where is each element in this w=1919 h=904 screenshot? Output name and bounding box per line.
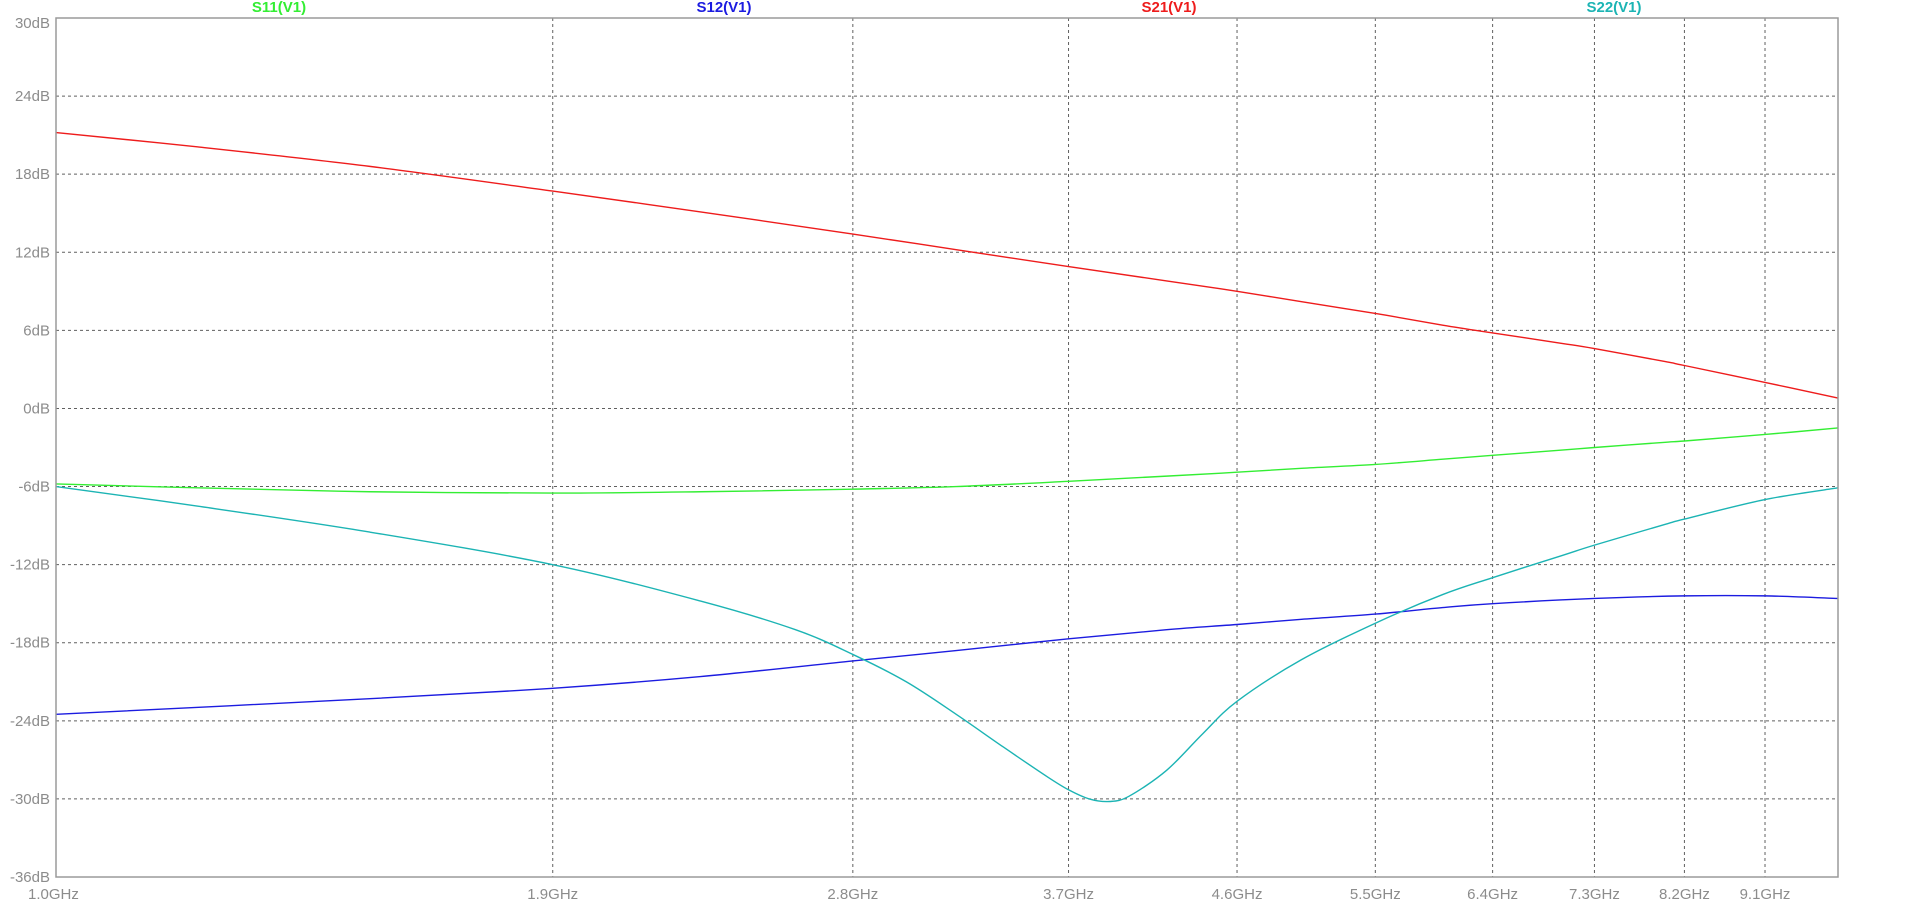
- y-tick-label-6db: -6dB: [18, 479, 50, 496]
- x-tick-label-8-2ghz: 8.2GHz: [1659, 886, 1710, 903]
- x-tick-label-3-7ghz: 3.7GHz: [1043, 886, 1094, 903]
- trace-s12-v1: [55, 594, 1839, 716]
- grid-lines: [56, 18, 1838, 877]
- legend-label-s22-v1: S22(V1): [1586, 0, 1641, 16]
- y-tick-label-24db: 24dB: [15, 88, 50, 105]
- x-tick-label-9-1ghz: 9.1GHz: [1740, 886, 1791, 903]
- legend-label-s12-v1: S12(V1): [696, 0, 751, 16]
- legend: S11(V1) S12(V1) S21(V1) S22(V1): [252, 0, 1642, 16]
- trace-s11-v1: [55, 427, 1839, 494]
- x-tick-label-4-6ghz: 4.6GHz: [1212, 886, 1263, 903]
- x-tick-label-2-8ghz: 2.8GHz: [827, 886, 878, 903]
- x-tick-label-1-9ghz: 1.9GHz: [527, 886, 578, 903]
- trace-s21-v1: [55, 131, 1839, 399]
- x-tick-label-1-0ghz: 1.0GHz: [28, 886, 79, 903]
- x-tick-label-6-4ghz: 6.4GHz: [1467, 886, 1518, 903]
- y-tick-label-6db: 6dB: [23, 322, 50, 339]
- y-tick-label-30db: -30dB: [10, 791, 50, 808]
- traces: [55, 131, 1839, 803]
- y-tick-label-12db: 12dB: [15, 244, 50, 261]
- plot-frame: [55, 17, 1839, 878]
- y-tick-label-30db: 30dB: [15, 15, 50, 32]
- y-tick-label-36db: -36dB: [10, 869, 50, 886]
- y-tick-label-24db: -24dB: [10, 713, 50, 730]
- y-tick-label-18db: -18dB: [10, 635, 50, 652]
- y-tick-label-18db: 18dB: [15, 166, 50, 183]
- y-tick-label-0db: 0dB: [23, 400, 50, 417]
- y-tick-label-12db: -12dB: [10, 557, 50, 574]
- x-axis-tick-labels: 1.0GHz 1.9GHz 2.8GHz 3.7GHz 4.6GHz 5.5GHz 6.4G…: [28, 886, 1790, 903]
- legend-label-s21-v1: S21(V1): [1141, 0, 1196, 16]
- trace-s22-v1: [55, 485, 1839, 803]
- x-tick-label-7-3ghz: 7.3GHz: [1569, 886, 1620, 903]
- x-tick-label-5-5ghz: 5.5GHz: [1350, 886, 1401, 903]
- legend-label-s11-v1: S11(V1): [252, 0, 306, 16]
- y-axis-tick-labels: 30dB 24dB 18dB 12dB 6dB 0dB -6dB -12dB -18dB -24d…: [10, 15, 50, 886]
